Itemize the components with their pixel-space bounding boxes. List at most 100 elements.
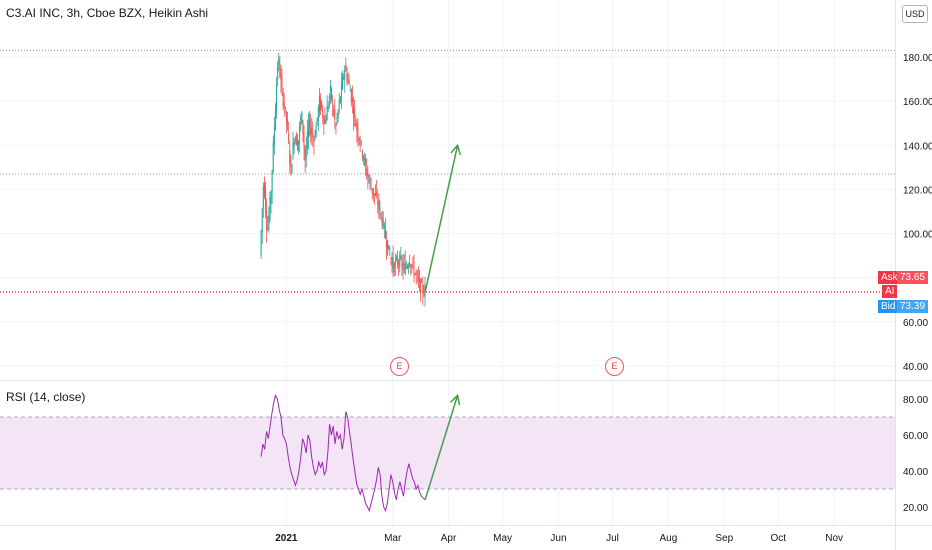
candle-body: [321, 101, 322, 109]
candle-body: [308, 123, 309, 137]
candle-body: [393, 257, 394, 268]
candle-body: [341, 83, 342, 97]
candle-body: [304, 132, 305, 148]
candle-body: [282, 79, 283, 88]
candle-body: [265, 189, 266, 212]
candle-body: [324, 119, 325, 122]
candle-body: [343, 77, 344, 78]
earnings-marker[interactable]: E: [390, 357, 409, 376]
candle-body: [394, 264, 395, 272]
projection-arrow-line: [425, 145, 457, 292]
candle-body: [364, 159, 365, 160]
time-axis-tick: Aug: [659, 533, 677, 544]
currency-button[interactable]: USD: [902, 5, 928, 23]
time-axis-tick: Jul: [606, 533, 619, 544]
candle-body: [293, 143, 294, 158]
time-axis-tick: Oct: [771, 533, 787, 544]
candle-body: [273, 142, 274, 172]
candle-body: [295, 139, 296, 140]
candle-body: [285, 107, 286, 109]
candle-body: [348, 80, 349, 81]
candle-body: [310, 127, 311, 136]
candle-body: [276, 86, 277, 110]
candle-body: [284, 102, 285, 107]
price-axis-tick: 160.00: [903, 97, 932, 108]
candle-body: [406, 266, 407, 267]
candle-body: [311, 128, 312, 135]
candle-body: [301, 112, 302, 124]
candle-body: [396, 258, 397, 259]
candle-body: [372, 189, 373, 194]
candle-body: [405, 263, 406, 273]
candle-body: [395, 261, 396, 266]
candle-body: [418, 278, 419, 279]
candle-body: [404, 263, 405, 265]
candle-body: [359, 138, 360, 140]
candle-body: [383, 219, 384, 226]
candle-body: [354, 107, 355, 114]
candle-body: [368, 180, 369, 181]
bid-label-tag: Bid: [878, 300, 898, 313]
price-axis-tick: 100.00: [903, 230, 932, 241]
candle-body: [294, 142, 295, 148]
candle-body: [263, 186, 264, 207]
time-axis-tick: Mar: [384, 533, 402, 544]
candle-body: [400, 257, 401, 258]
candle-body: [309, 119, 310, 125]
time-axis-tick: Sep: [715, 533, 733, 544]
candle-body: [379, 208, 380, 211]
candle-body: [411, 265, 412, 266]
candle-body: [318, 108, 319, 122]
candle-body: [269, 197, 270, 219]
candle-body: [291, 165, 292, 174]
candle-body: [283, 92, 284, 106]
candle-body: [279, 66, 280, 77]
time-axis-tick: Apr: [441, 533, 457, 544]
candle-body: [423, 295, 424, 296]
candle-body: [327, 107, 328, 121]
candle-body: [271, 192, 272, 203]
candle-body: [389, 254, 390, 255]
candle-body: [410, 265, 411, 267]
candle-body: [415, 274, 416, 275]
candle-body: [361, 141, 362, 142]
candle-body: [349, 81, 350, 84]
candle-body: [353, 108, 354, 118]
candle-body: [331, 88, 332, 100]
rsi-axis-tick: 80.00: [903, 395, 928, 406]
candle-body: [272, 171, 273, 192]
candle-body: [298, 140, 299, 144]
candle-body: [278, 59, 279, 66]
candle-body: [299, 126, 300, 140]
candle-body: [340, 97, 341, 102]
candle-body: [388, 245, 389, 250]
candle-body: [371, 188, 372, 189]
candle-body: [268, 215, 269, 229]
bid-price-tag: 73.39: [897, 300, 928, 313]
rsi-axis-tick: 20.00: [903, 503, 928, 514]
candle-body: [420, 279, 421, 293]
symbol-tag: AI: [882, 285, 897, 298]
candle-body: [323, 116, 324, 125]
time-axis-tick: May: [493, 533, 512, 544]
candle-body: [370, 177, 371, 181]
candle-body: [320, 98, 321, 110]
candle-body: [362, 151, 363, 156]
candle-body: [335, 124, 336, 125]
candles-group: [261, 53, 426, 307]
candle-body: [322, 110, 323, 118]
candle-body: [412, 262, 413, 263]
earnings-marker[interactable]: E: [605, 357, 624, 376]
price-axis-tick: 120.00: [903, 185, 932, 196]
candle-body: [334, 109, 335, 120]
candle-body: [376, 192, 377, 195]
candle-body: [275, 109, 276, 130]
time-axis-tick: Nov: [825, 533, 843, 544]
chart-title: C3.AI INC, 3h, Cboe BZX, Heikin Ashi: [6, 6, 208, 20]
candle-body: [401, 262, 402, 265]
candle-body: [333, 109, 334, 116]
candle-body: [399, 255, 400, 268]
candle-body: [387, 240, 388, 254]
candle-body: [390, 258, 391, 259]
